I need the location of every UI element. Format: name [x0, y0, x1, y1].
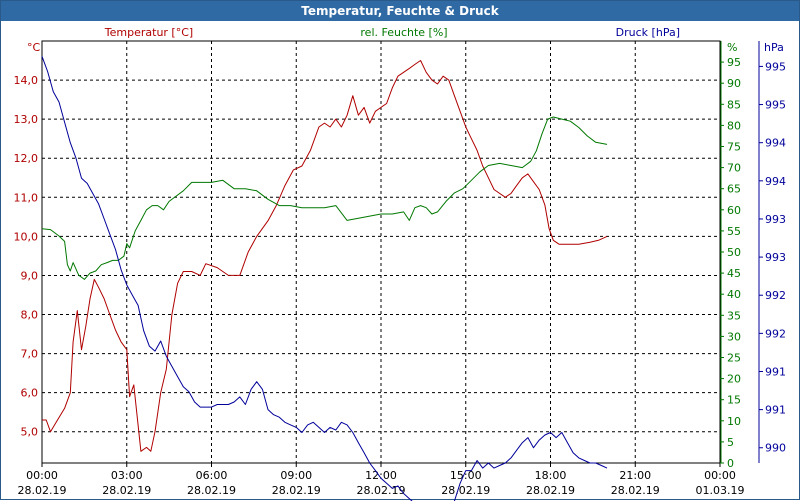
temp-tick-label: 11,0 [14, 191, 39, 204]
legend-humidity: rel. Feuchte [%] [360, 26, 447, 39]
temp-tick-label: 14,0 [14, 74, 39, 87]
x-tick-date: 28.02.19 [441, 484, 490, 497]
hum-tick-label: 80 [727, 119, 741, 132]
temp-tick-label: 12,0 [14, 152, 39, 165]
hum-tick-label: 65 [727, 183, 741, 196]
hum-tick-label: 0 [727, 457, 734, 470]
temp-tick-label: 9,0 [21, 269, 39, 282]
hum-tick-label: 95 [727, 56, 741, 69]
press-tick-label: 990 [765, 442, 786, 455]
press-tick-label: 994 [765, 137, 786, 150]
temp-tick-label: 6,0 [21, 387, 39, 400]
x-tick-date: 28.02.19 [18, 484, 67, 497]
x-tick-time: 03:00 [111, 469, 143, 482]
press-tick-label: 995 [765, 60, 786, 73]
x-tick-date: 28.02.19 [611, 484, 660, 497]
legend-pressure: Druck [hPa] [616, 26, 680, 39]
press-tick-label: 992 [765, 289, 786, 302]
x-tick-date: 28.02.19 [526, 484, 575, 497]
press-tick-label: 994 [765, 175, 786, 188]
x-tick-time: 00:00 [26, 469, 58, 482]
x-tick-date: 01.03.19 [696, 484, 745, 497]
temp-tick-label: 13,0 [14, 113, 39, 126]
x-tick-time: 18:00 [535, 469, 567, 482]
x-tick-time: 06:00 [196, 469, 228, 482]
press-tick-label: 995 [765, 99, 786, 112]
pressure-line [41, 56, 608, 501]
x-tick-time: 09:00 [280, 469, 312, 482]
x-tick-date: 28.02.19 [357, 484, 406, 497]
press-tick-label: 991 [765, 365, 786, 378]
legend-temperature: Temperatur [°C] [104, 26, 193, 39]
hum-tick-label: 85 [727, 98, 741, 111]
press-unit-label: hPa [764, 41, 784, 54]
hum-tick-label: 30 [727, 330, 741, 343]
press-tick-label: 993 [765, 213, 786, 226]
x-tick-time: 00:00 [704, 469, 736, 482]
x-tick-time: 12:00 [365, 469, 397, 482]
x-tick-date: 28.02.19 [187, 484, 236, 497]
hum-tick-label: 45 [727, 267, 741, 280]
temp-tick-label: 8,0 [21, 309, 39, 322]
temperature-line [42, 60, 608, 452]
press-tick-label: 993 [765, 251, 786, 264]
hum-tick-label: 5 [727, 436, 734, 449]
press-tick-label: 991 [765, 404, 786, 417]
temp-tick-label: 5,0 [21, 426, 39, 439]
hum-tick-label: 20 [727, 373, 741, 386]
temp-tick-label: 7,0 [21, 348, 39, 361]
hum-tick-label: 60 [727, 204, 741, 217]
hum-tick-label: 15 [727, 394, 741, 407]
hum-tick-label: 50 [727, 246, 741, 259]
x-tick-time: 15:00 [450, 469, 482, 482]
temp-tick-label: 10,0 [14, 230, 39, 243]
hum-tick-label: 55 [727, 225, 741, 238]
hum-tick-label: 70 [727, 162, 741, 175]
window-title: Temperatur, Feuchte & Druck [1, 1, 799, 21]
hum-tick-label: 10 [727, 415, 741, 428]
hum-tick-label: 25 [727, 352, 741, 365]
hum-unit-label: % [727, 41, 737, 54]
hum-tick-label: 75 [727, 141, 741, 154]
hum-tick-label: 90 [727, 77, 741, 90]
temp-unit-label: °C [27, 41, 41, 54]
x-tick-date: 28.02.19 [272, 484, 321, 497]
humidity-line [41, 116, 608, 280]
x-tick-date: 28.02.19 [102, 484, 151, 497]
hum-tick-label: 40 [727, 288, 741, 301]
hum-tick-label: 35 [727, 309, 741, 322]
press-tick-label: 992 [765, 327, 786, 340]
x-tick-time: 21:00 [619, 469, 651, 482]
